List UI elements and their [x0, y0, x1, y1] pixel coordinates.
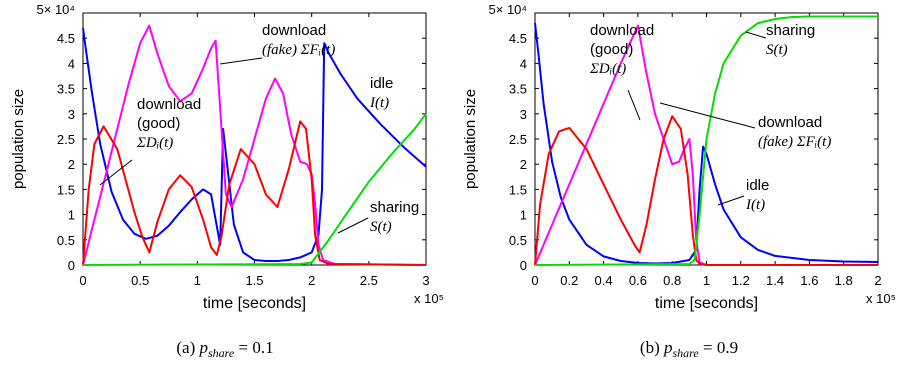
y-tick-label: 3: [68, 107, 75, 122]
annotation-label: download: [590, 22, 654, 39]
x-tick-label: 0: [79, 273, 86, 288]
y-tick-label: 2.5: [509, 132, 527, 147]
chart-panel-1: 0 0.5 1 1.5 2 2.5 3 3.5 4 4.5 0 0.2 0.4 0.6 0.8 1 1.2 1.4…: [462, 2, 896, 360]
x-tick-label: 1.2: [732, 273, 750, 288]
series-line-sharing: [82, 113, 427, 266]
y-axis-label: population size: [10, 89, 27, 189]
x-tick-label: 1: [194, 273, 201, 288]
y-tick-label: 4.5: [509, 31, 527, 46]
y-tick-label: 2: [520, 157, 527, 172]
annotation-label: download: [758, 114, 822, 131]
annotation-label: ΣDᵢ(t): [589, 61, 626, 77]
annotation-leader: [659, 102, 756, 129]
annotation-label: (fake) ΣFᵢ(t): [262, 42, 335, 58]
annotation-leader: [717, 195, 745, 206]
annotation-label: sharing: [766, 22, 815, 39]
annotation-leader: [627, 89, 641, 121]
annotation-label: download: [137, 96, 201, 113]
series-line-download_good: [82, 120, 427, 266]
x-tick-label: 1.6: [800, 273, 818, 288]
x-tick-label: 0.4: [595, 273, 613, 288]
y-tick-label: 1.5: [509, 182, 527, 197]
annotation-label: sharing: [370, 199, 419, 216]
x-tick-label: 2: [874, 273, 881, 288]
annotation-label: S(t): [370, 219, 392, 235]
series-line-idle: [534, 22, 879, 265]
annotation-leader: [99, 159, 133, 186]
series-line-idle: [82, 27, 427, 262]
x-tick-label: 0.6: [629, 273, 647, 288]
x-tick-label: 1: [703, 273, 710, 288]
y-tick-label: 1: [68, 208, 75, 223]
x-tick-label: 0.8: [663, 273, 681, 288]
y-tick-label: 0.5: [509, 233, 527, 248]
chart-panel-0: 0 0.5 1 1.5 2 2.5 3 3.5 4 4.5 0 0.5 1 1.5 2 2.5 3 5× 10⁴ x…: [10, 2, 444, 360]
annotation-label: I(t): [745, 197, 765, 213]
x-multiplier: x 10⁵: [414, 291, 444, 306]
y-tick-label: 3.5: [57, 82, 75, 97]
annotation-leader: [337, 217, 369, 234]
annotation-leader: [219, 57, 263, 65]
y-tick-label: 0.5: [57, 233, 75, 248]
y-tick-label: 0: [68, 258, 75, 273]
x-tick-label: 0.2: [560, 273, 578, 288]
y-tick-label: 4: [68, 56, 75, 71]
x-multiplier: x 10⁵: [866, 291, 896, 306]
x-tick-label: 0.5: [131, 273, 149, 288]
x-tick-label: 2: [308, 273, 315, 288]
annotation-label: S(t): [766, 42, 788, 58]
x-tick-label: 2.5: [360, 273, 378, 288]
x-axis-label: time [seconds]: [203, 295, 306, 312]
x-tick-label: 1.8: [835, 273, 853, 288]
y-tick-label: 4.5: [57, 31, 75, 46]
y-tick-label: 2: [68, 157, 75, 172]
series-line-sharing: [534, 15, 878, 266]
x-tick-label: 3: [422, 273, 429, 288]
y-multiplier: 5× 10⁴: [37, 2, 75, 17]
y-tick-label: 1: [520, 208, 527, 223]
annotation-label: idle: [746, 177, 769, 194]
x-tick-label: 1.4: [766, 273, 784, 288]
y-tick-label: 4: [520, 56, 527, 71]
y-tick-label: 3.5: [509, 82, 527, 97]
panel-caption: (a) pshare = 0.1: [176, 338, 273, 360]
annotation-label: (good): [137, 115, 180, 132]
annotation-label: idle: [370, 75, 393, 92]
x-tick-label: 0: [531, 273, 538, 288]
annotation-label: I(t): [369, 95, 389, 111]
annotation-label: ΣDᵢ(t): [136, 135, 173, 151]
x-tick-label: 1.5: [245, 273, 263, 288]
y-tick-label: 2.5: [57, 132, 75, 147]
y-tick-label: 3: [520, 107, 527, 122]
y-multiplier: 5× 10⁴: [489, 2, 527, 17]
y-tick-label: 0: [520, 258, 527, 273]
panel-caption: (b) pshare = 0.9: [640, 338, 738, 360]
x-axis-label: time [seconds]: [655, 295, 758, 312]
annotation-label: (fake) ΣFᵢ(t): [758, 134, 831, 150]
annotation-leader: [745, 31, 767, 39]
y-axis-label: population size: [462, 89, 479, 189]
annotation-label: (good): [590, 41, 633, 58]
annotation-label: download: [262, 22, 326, 39]
y-tick-label: 1.5: [57, 182, 75, 197]
